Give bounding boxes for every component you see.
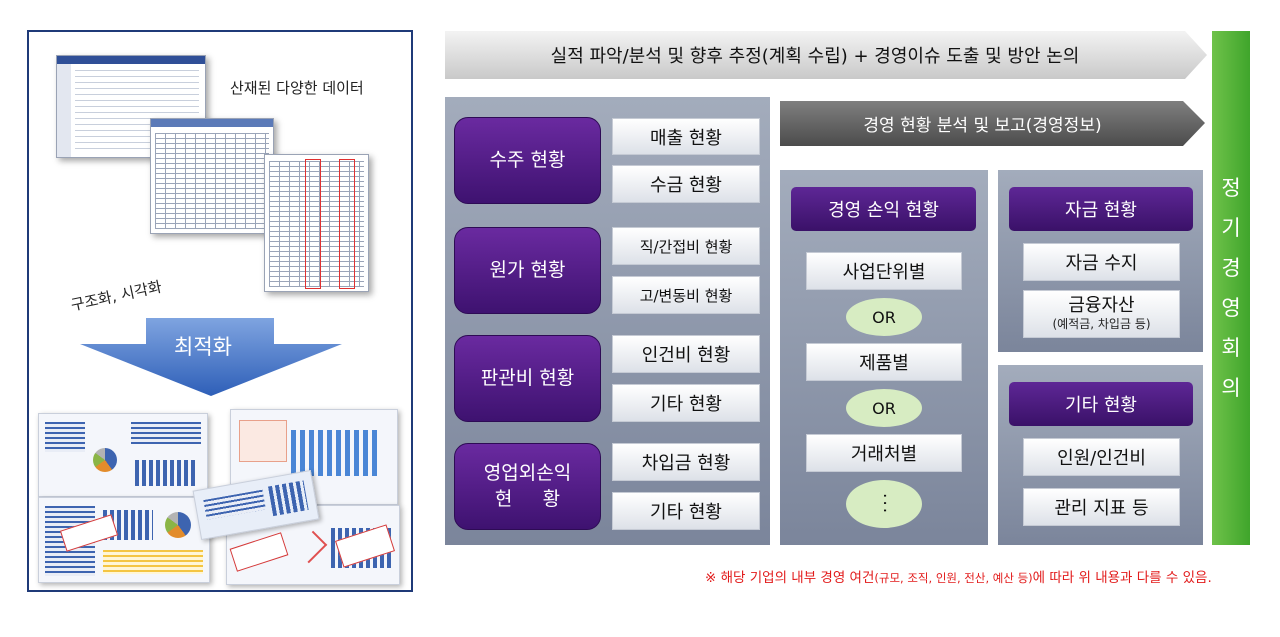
item-collection-status: 수금 현황 (612, 165, 760, 203)
sub-arrow-label: 경영 현황 분석 및 보고(경영정보) (863, 116, 1102, 136)
category-non-operating-line1: 영업외손익 (483, 461, 572, 484)
item-direct-indirect-cost: 직/간접비 현황 (612, 227, 760, 265)
footnote-paren: (규모, 조직, 인원, 전산, 예산 등) (874, 571, 1033, 585)
more-options-badge: ··· (846, 480, 922, 528)
data-screenshot-2 (150, 118, 274, 234)
option-by-product: 제품별 (806, 343, 962, 381)
vertical-char-1: 정 (1221, 176, 1241, 200)
item-management-indicators: 관리 지표 등 (1023, 488, 1180, 526)
category-non-operating-line2: 현 황 (494, 487, 561, 510)
item-financial-assets: 금융자산 (예적금, 차입금 등) (1023, 290, 1180, 338)
item-borrowing-status: 차입금 현황 (612, 443, 760, 481)
item-headcount-labor: 인원/인건비 (1023, 438, 1180, 476)
item-other-status-2: 기타 현황 (612, 492, 760, 530)
item-sales-status: 매출 현황 (612, 118, 760, 155)
sub-arrow-shape (780, 101, 1205, 146)
item-fund-balance: 자금 수지 (1023, 243, 1180, 281)
footnote: ※ 해당 기업의 내부 경영 여건(규모, 조직, 인원, 전산, 예산 등)에… (705, 566, 1265, 586)
category-cost: 원가 현황 (454, 227, 601, 314)
item-labor-cost: 인건비 현황 (612, 335, 760, 373)
profit-title: 경영 손익 현황 (791, 187, 976, 231)
down-arrow-icon (80, 318, 342, 396)
optimize-label: 최적화 (174, 335, 232, 359)
option-by-client: 거래처별 (806, 434, 962, 472)
vertical-char-4: 영 (1221, 296, 1241, 320)
financial-assets-label: 금융자산 (1068, 294, 1135, 316)
footnote-part1: ※ 해당 기업의 내부 경영 여건 (705, 570, 875, 586)
category-sga: 판관비 현황 (454, 335, 601, 422)
funds-title: 자금 현황 (1009, 187, 1193, 231)
option-business-unit: 사업단위별 (806, 252, 962, 290)
top-arrow-label: 실적 파악/분석 및 향후 추정(계획 수립) + 경영이슈 도출 및 방안 논… (550, 46, 1080, 67)
report-thumbnail-1 (38, 413, 208, 497)
item-fixed-variable-cost: 고/변동비 현황 (612, 276, 760, 314)
data-screenshot-3 (264, 154, 369, 292)
vertical-char-3: 경 (1221, 256, 1241, 280)
or-badge-1: OR (846, 298, 922, 336)
item-other-status-1: 기타 현황 (612, 384, 760, 422)
top-arrow-shape (445, 31, 1207, 79)
footnote-part2: 에 따라 위 내용과 다를 수 있음. (1032, 570, 1212, 586)
regular-management-meeting-bar: 정 기 경 영 회 의 (1212, 31, 1250, 545)
category-orders: 수주 현황 (454, 117, 601, 204)
financial-assets-note: (예적금, 차입금 등) (1052, 317, 1151, 332)
category-non-operating: 영업외손익 현 황 (454, 443, 601, 530)
vertical-char-5: 회 (1221, 336, 1241, 360)
ellipsis-icon: ··· (874, 492, 894, 516)
vertical-char-6: 의 (1221, 376, 1241, 400)
or-badge-2: OR (846, 389, 922, 427)
vertical-char-2: 기 (1221, 216, 1241, 240)
other-title: 기타 현황 (1009, 382, 1193, 426)
scattered-data-label: 산재된 다양한 데이터 (230, 79, 364, 97)
